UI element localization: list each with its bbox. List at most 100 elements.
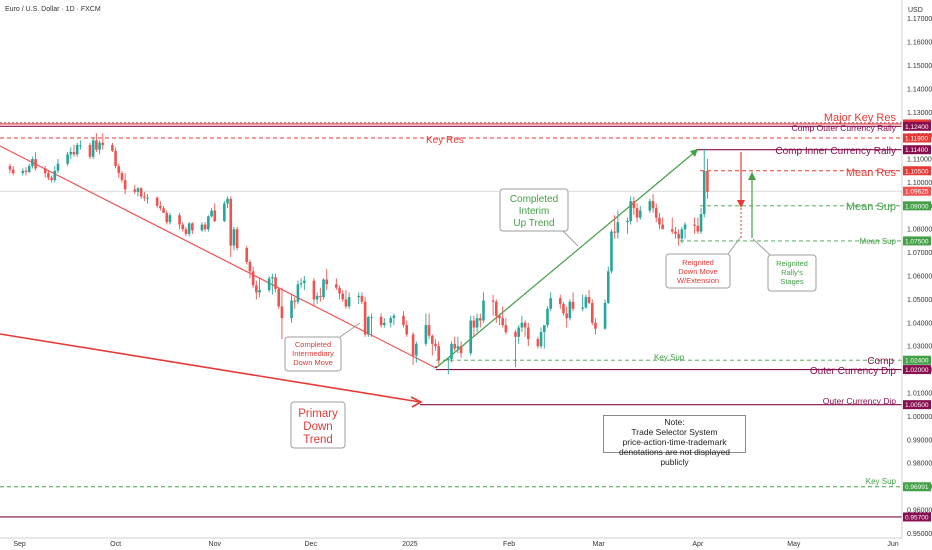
y-tick-label: 1.06000 (907, 274, 932, 281)
candle-body (392, 315, 396, 319)
y-tick-label: 0.96000 (907, 507, 932, 514)
candle-body (536, 339, 540, 347)
price-tag (903, 121, 931, 131)
candle-body (478, 318, 482, 321)
candle-body (111, 145, 114, 151)
candle-body (223, 203, 226, 222)
candle-body (53, 170, 57, 181)
candle-body (651, 201, 655, 209)
y-axis-unit: USD (908, 7, 923, 14)
svg-text:Up Trend: Up Trend (513, 218, 554, 229)
candle-body (162, 208, 165, 213)
candle-body (203, 224, 207, 230)
svg-text:Completed: Completed (510, 194, 558, 205)
candle-body (383, 322, 386, 326)
candle-body (210, 210, 213, 217)
svg-text:Intermediary: Intermediary (292, 349, 334, 358)
candle-body (117, 166, 121, 174)
candle-body (207, 216, 210, 230)
y-tick-label: 0.99000 (907, 437, 932, 444)
candle-body (248, 261, 252, 272)
candle-body (56, 163, 60, 171)
price-tag (903, 236, 931, 246)
candle-body (475, 318, 479, 328)
label-comp-outer-rally: Comp Outer Currency Rally (792, 123, 897, 133)
candle-body (335, 284, 338, 288)
candle-body (347, 297, 351, 307)
intermediary-down-trendline (0, 145, 437, 369)
candle-body (472, 320, 476, 328)
candle-body (303, 280, 306, 284)
candle-body (616, 222, 620, 233)
candle-body (293, 300, 297, 302)
x-tick-label: Nov (209, 541, 222, 548)
candle-body (699, 214, 703, 232)
candle-body (88, 145, 92, 157)
candle-body (453, 343, 456, 349)
price-tag-label: 1.00500 (905, 402, 929, 409)
primary-down-arrowhead (410, 396, 423, 408)
candle-body (66, 154, 69, 164)
price-tag-label: 0.96991 (905, 484, 929, 491)
candle-body (571, 301, 575, 309)
y-tick-label: 1.03000 (907, 344, 932, 351)
candle-body (379, 316, 383, 326)
candle-body (498, 315, 501, 319)
candle-body (549, 298, 552, 309)
y-tick-label: 1.11000 (907, 157, 932, 164)
candle-body (114, 150, 117, 167)
candle-body (427, 325, 431, 336)
candle-body (98, 142, 101, 150)
y-tick-label: 1.14000 (907, 86, 932, 93)
candle-body (75, 145, 79, 155)
candle-body (178, 215, 181, 225)
candle-body (315, 295, 319, 300)
candle-body (200, 224, 204, 231)
note-line-1: Trade Selector System (631, 427, 718, 437)
x-tick-label: Feb (503, 541, 515, 548)
note-box: Note: Trade Selector System price-action… (603, 415, 746, 467)
y-tick-label: 0.95000 (907, 531, 932, 538)
svg-text:Stages: Stages (780, 277, 804, 286)
price-tag (903, 166, 931, 176)
label-outer-dip: Outer Currency Dip (823, 396, 896, 406)
label-key-res: Key Res (426, 135, 464, 146)
candle-body (501, 318, 504, 326)
candle-body (21, 170, 25, 174)
candle-body (411, 334, 415, 356)
y-tick-label: 1.15000 (907, 63, 932, 70)
x-tick-label: Oct (110, 541, 121, 548)
svg-text:Trend: Trend (303, 434, 333, 446)
candle-body (654, 208, 658, 218)
candle-body (296, 284, 300, 302)
candle-body (504, 325, 508, 333)
label-key-sup-2: Key Sup (866, 477, 897, 486)
candle-body (594, 322, 597, 329)
y-tick-label: 1.04000 (907, 320, 932, 327)
primary-down-trendline (0, 333, 421, 403)
candle-body (450, 343, 453, 360)
svg-text:Interim: Interim (519, 206, 550, 217)
y-tick-label: 1.05000 (907, 297, 932, 304)
candle-body (245, 247, 249, 262)
candle-body (456, 346, 460, 349)
candle-body (674, 231, 677, 234)
price-tag (903, 482, 931, 492)
x-tick-label: Jun (887, 541, 898, 548)
candle-body (187, 223, 191, 234)
candle-body (565, 313, 568, 319)
x-tick-label: Apr (692, 541, 704, 548)
candle-body (367, 316, 370, 335)
label-comp-dip-1: Comp (867, 356, 894, 367)
x-tick-label: May (787, 541, 801, 548)
candle-body (24, 170, 28, 172)
svg-text:Primary: Primary (298, 408, 338, 420)
candle-body (693, 224, 696, 226)
x-tick-label: Sep (13, 541, 26, 548)
label-mean-sup-2: Mean Sup (860, 237, 897, 246)
svg-text:Down Move: Down Move (678, 267, 718, 276)
price-levels (0, 122, 902, 518)
candle-body (191, 223, 194, 231)
candle-body (661, 224, 664, 230)
